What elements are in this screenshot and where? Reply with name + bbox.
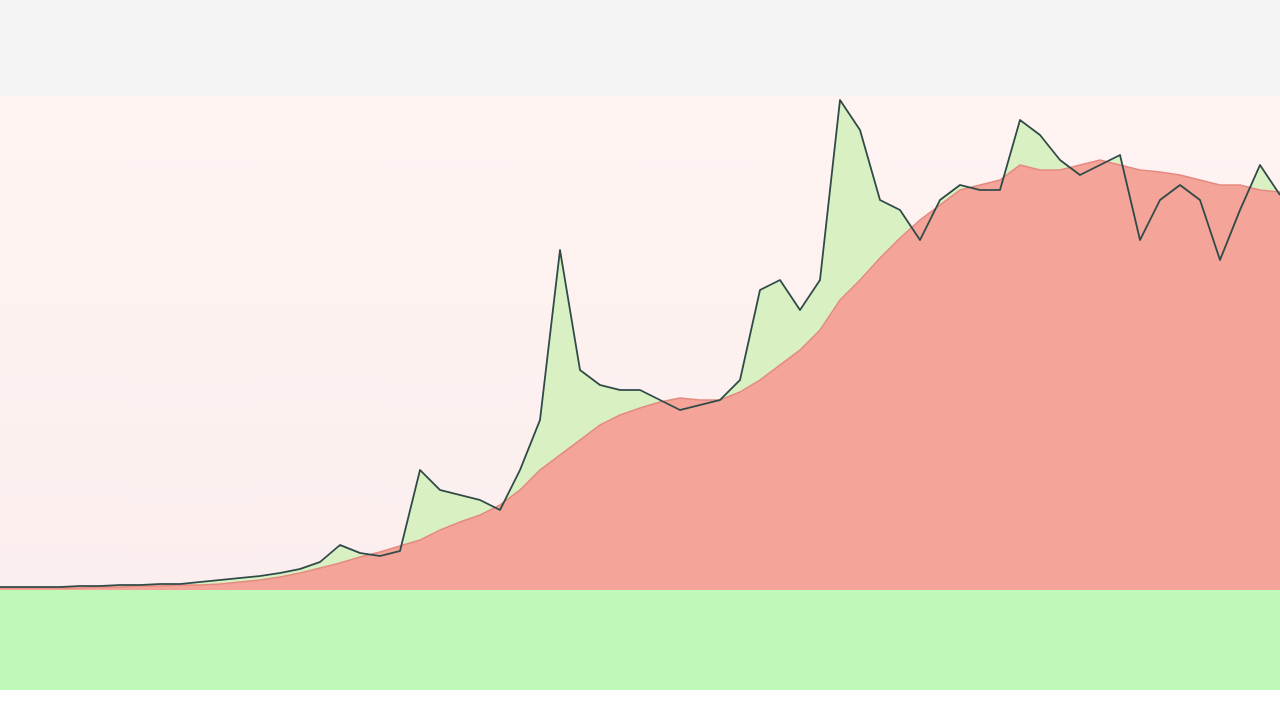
top-band xyxy=(0,0,1280,96)
price-line xyxy=(0,99,1280,588)
average-area xyxy=(0,160,1280,590)
plot xyxy=(0,99,1280,590)
bottom-band xyxy=(0,590,1280,690)
average-line xyxy=(0,159,1280,589)
